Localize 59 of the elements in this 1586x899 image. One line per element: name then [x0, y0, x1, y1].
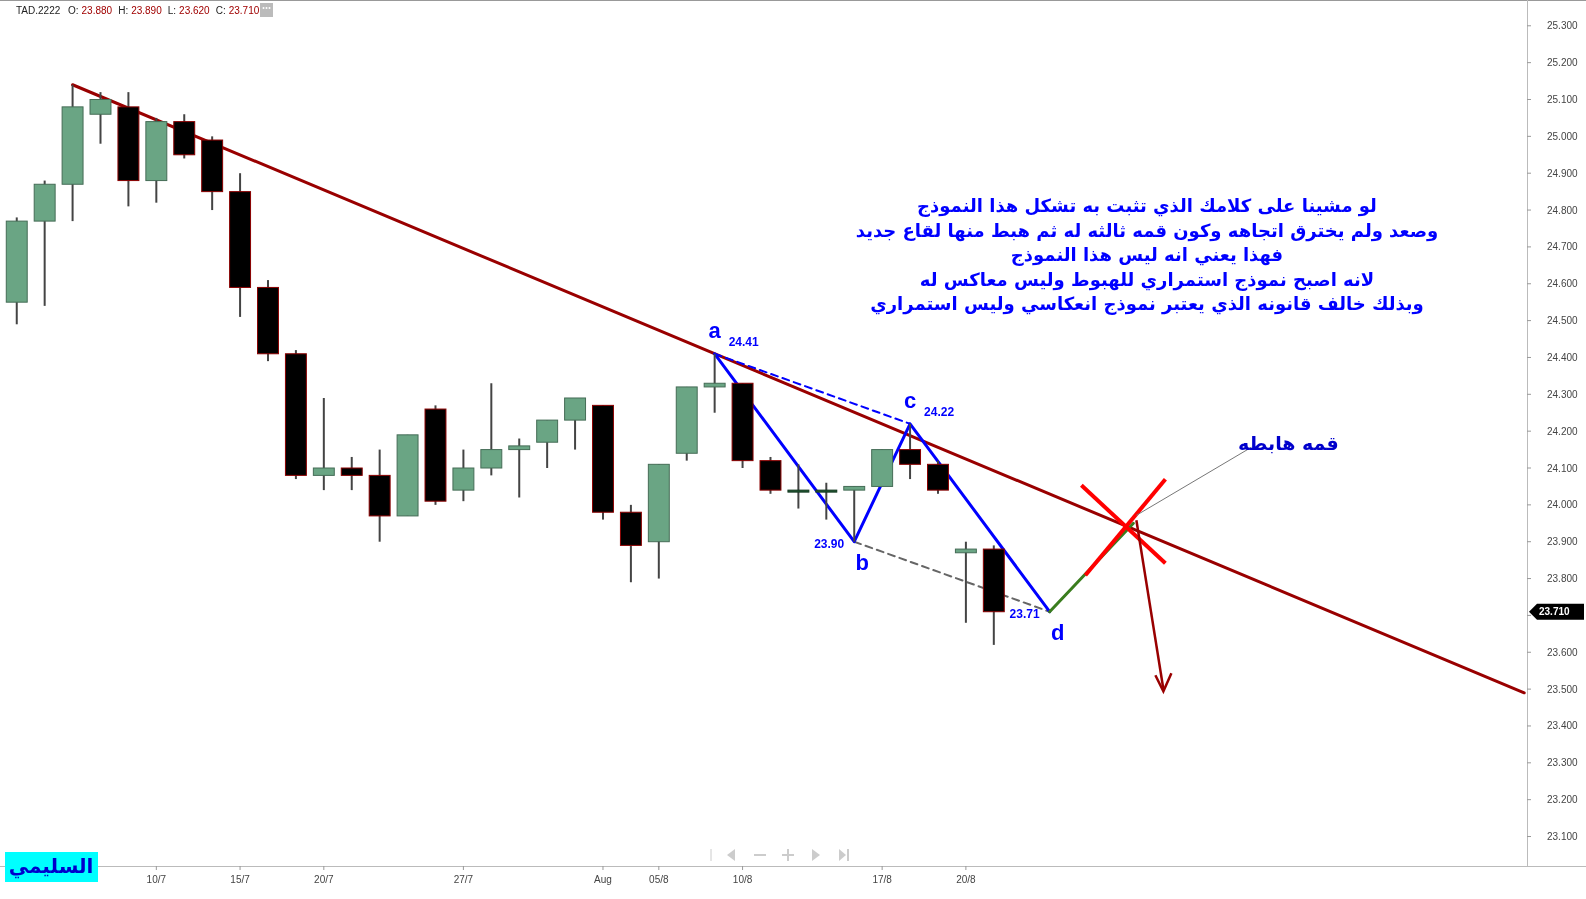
annotation: لو مشينا على كلامك الذي تثبت به تشكل هذا النموذج وصعد ولم يخترق اتجاهه وكون قمه ثالثه له ثم هبط منها لقاع جديد فهذا يعني انه ليس هذا النموذج لانه اصبح نموذج استمراري للهبوط وليس معاكس له وبذلك خالف قانونه الذي يعتبر نموذج انعكاسي وليس استمراري — [855, 195, 1439, 315]
y-tick-label: 25.100 — [1547, 94, 1579, 105]
data-label: 23.71 — [1009, 606, 1040, 621]
y-tick-label: 23.200 — [1547, 794, 1579, 806]
candlestick — [703, 352, 726, 414]
y-tick-label: 23.400 — [1547, 720, 1579, 732]
candlestick — [312, 396, 335, 492]
y-tick-label: 24.200 — [1547, 425, 1579, 437]
y-tick-label: 23.800 — [1547, 573, 1579, 585]
x-tick-label: Aug — [594, 874, 612, 885]
y-tick-label: 23.600 — [1547, 646, 1579, 658]
annotation: d — [1050, 619, 1065, 645]
y-tick-label: 23.900 — [1547, 536, 1579, 548]
y-tick-label: 23.100 — [1547, 831, 1579, 843]
data-label: 24.41 — [728, 334, 759, 349]
x-tick-label: 17/8 — [872, 874, 893, 885]
candlestick — [815, 481, 838, 521]
annotation: a — [708, 317, 722, 343]
y-tick-label: 24.900 — [1547, 167, 1579, 179]
annotation: قمه هابطه — [1237, 432, 1339, 455]
data-label: 24.22 — [924, 404, 955, 419]
x-tick-label: 05/8 — [649, 874, 669, 885]
candlestick — [340, 455, 363, 492]
candlestick — [536, 419, 559, 470]
candlestick — [787, 463, 810, 510]
y-tick-label: 24.600 — [1547, 278, 1579, 290]
y-tick-label: 25.000 — [1547, 130, 1579, 142]
annotation: b — [855, 549, 869, 575]
candlestick — [899, 422, 922, 481]
x-tick-label: 10/7 — [146, 874, 167, 885]
candlestick — [452, 448, 475, 503]
candlestick — [843, 485, 866, 543]
x-tick-label: 27/7 — [453, 874, 474, 885]
candlestick — [508, 437, 531, 499]
candlestick — [89, 91, 112, 145]
y-tick-label: 23.300 — [1547, 757, 1579, 769]
x-tick-label: 10/8 — [732, 874, 753, 885]
candlestick — [480, 382, 503, 477]
y-tick-label: 24.800 — [1547, 204, 1579, 216]
text: O: 23.880 H: 23.890 L: 23.620 C: 23.710 — [68, 5, 260, 16]
y-tick-label: 24.100 — [1547, 462, 1579, 474]
y-tick-label: 25.300 — [1547, 20, 1579, 32]
text: TAD.2222 — [16, 5, 61, 16]
text: 23.710 — [1539, 606, 1571, 618]
y-tick-label: 23.500 — [1547, 683, 1579, 695]
y-tick-label: 24.400 — [1547, 351, 1579, 363]
y-tick-label: 24.300 — [1547, 388, 1579, 400]
x-tick-label: 15/7 — [230, 874, 251, 885]
x-tick-label: 20/7 — [314, 874, 334, 885]
y-tick-label: 24.700 — [1547, 241, 1579, 253]
y-tick-label: 24.000 — [1547, 499, 1579, 511]
y-tick-label: 25.200 — [1547, 57, 1579, 69]
y-tick-label: 24.500 — [1547, 315, 1579, 327]
candlestick — [564, 396, 587, 451]
annotation: c — [903, 387, 917, 413]
candlestick — [954, 540, 977, 624]
x-tick-label: 20/8 — [956, 874, 977, 885]
annotation: السليمي — [8, 854, 94, 879]
data-label: 23.90 — [814, 536, 845, 551]
